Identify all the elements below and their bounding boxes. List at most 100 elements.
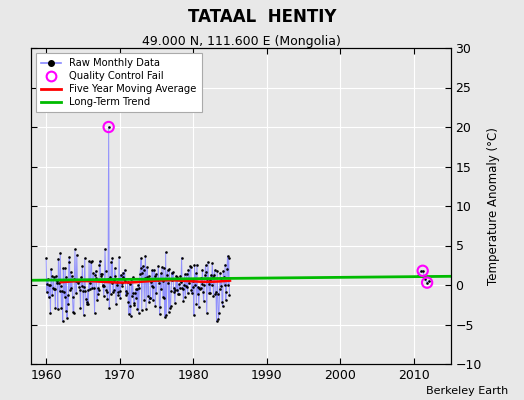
Point	[143, 274, 151, 281]
Point	[92, 275, 101, 282]
Point	[150, 267, 158, 273]
Point	[103, 289, 111, 296]
Point	[157, 286, 166, 292]
Point	[199, 289, 208, 296]
Point	[78, 263, 86, 269]
Point	[160, 294, 169, 301]
Point	[108, 255, 116, 261]
Point	[204, 259, 212, 265]
Point	[170, 284, 179, 291]
Point	[181, 294, 190, 300]
Point	[131, 290, 139, 296]
Point	[219, 303, 227, 309]
Point	[162, 312, 170, 318]
Point	[225, 255, 233, 262]
Point	[191, 270, 200, 276]
Point	[52, 280, 61, 286]
Point	[107, 259, 115, 266]
Point	[132, 286, 140, 292]
Point	[95, 286, 103, 293]
Point	[106, 291, 115, 297]
Point	[56, 288, 64, 294]
Point	[159, 294, 167, 300]
Point	[92, 268, 100, 274]
Point	[120, 276, 128, 282]
Point	[57, 282, 65, 289]
Point	[122, 288, 130, 294]
Point	[75, 287, 84, 293]
Point	[223, 253, 232, 259]
Point	[182, 270, 191, 277]
Point	[73, 278, 82, 284]
Point	[114, 292, 123, 298]
Point	[79, 288, 87, 294]
Title: 49.000 N, 111.600 E (Mongolia): 49.000 N, 111.600 E (Mongolia)	[141, 35, 341, 48]
Point	[146, 295, 154, 301]
Point	[203, 310, 211, 316]
Point	[128, 293, 136, 300]
Point	[209, 274, 217, 280]
Point	[208, 282, 216, 288]
Point	[196, 286, 204, 292]
Point	[419, 268, 427, 274]
Point	[169, 289, 178, 295]
Point	[103, 296, 112, 302]
Point	[174, 291, 182, 297]
Point	[220, 282, 228, 289]
Point	[134, 282, 143, 288]
Point	[51, 305, 60, 311]
Point	[167, 303, 175, 310]
Point	[160, 265, 168, 271]
Point	[96, 258, 104, 264]
Point	[100, 283, 108, 289]
Point	[208, 260, 216, 266]
Point	[93, 296, 101, 303]
Point	[104, 276, 112, 282]
Point	[82, 301, 91, 307]
Point	[100, 292, 108, 299]
Point	[117, 272, 125, 278]
Point	[185, 276, 194, 282]
Point	[43, 281, 51, 288]
Point	[154, 262, 162, 269]
Point	[133, 306, 141, 312]
Point	[54, 256, 62, 262]
Point	[45, 294, 53, 301]
Point	[70, 310, 78, 317]
Point	[150, 273, 159, 279]
Point	[124, 299, 133, 305]
Point	[52, 273, 60, 280]
Point	[84, 286, 92, 293]
Point	[106, 274, 114, 280]
Point	[94, 291, 102, 298]
Point	[128, 274, 137, 280]
Point	[179, 285, 187, 292]
Point	[84, 300, 93, 307]
Point	[155, 311, 163, 318]
Point	[127, 276, 136, 282]
Point	[203, 276, 212, 282]
Point	[144, 293, 152, 299]
Point	[214, 291, 222, 298]
Point	[79, 312, 88, 318]
Point	[57, 305, 66, 311]
Point	[174, 291, 183, 298]
Point	[102, 268, 110, 274]
Point	[115, 288, 124, 294]
Point	[172, 286, 181, 293]
Point	[186, 263, 194, 270]
Point	[201, 262, 210, 268]
Point	[165, 308, 173, 315]
Point	[125, 280, 134, 287]
Point	[222, 297, 230, 303]
Point	[86, 259, 95, 266]
Point	[179, 298, 188, 305]
Point	[142, 306, 150, 312]
Point	[182, 282, 190, 289]
Point	[138, 306, 146, 313]
Point	[88, 285, 96, 292]
Point	[77, 304, 85, 311]
Point	[80, 283, 89, 290]
Point	[204, 281, 213, 287]
Point	[46, 282, 54, 288]
